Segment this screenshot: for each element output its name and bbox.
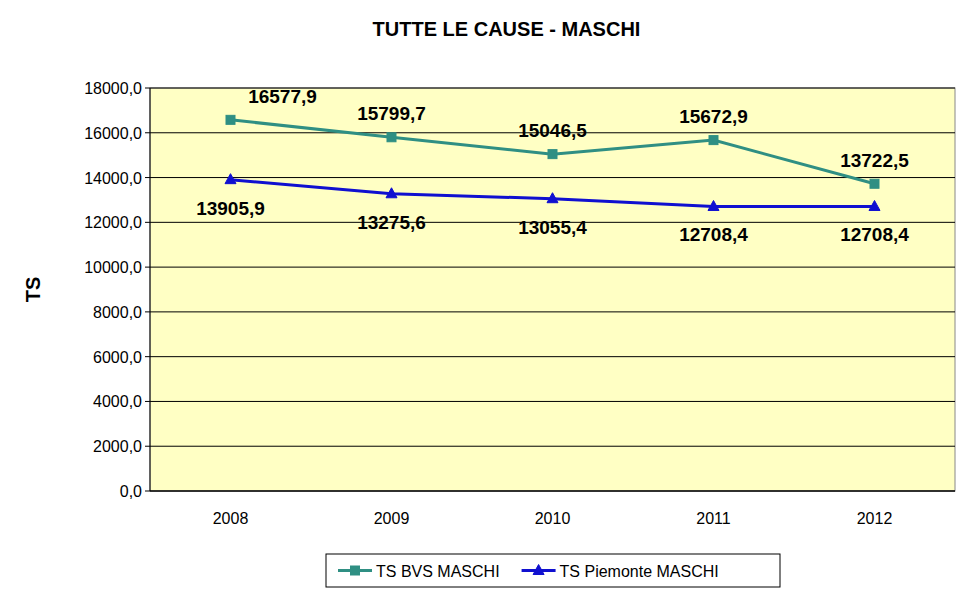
x-axis xyxy=(150,491,955,492)
y-tick-label: 18000,0 xyxy=(84,80,142,97)
series-line xyxy=(231,180,875,207)
y-tick-label: 4000,0 xyxy=(93,393,142,410)
y-tick xyxy=(145,491,150,492)
grid-line xyxy=(150,267,955,268)
y-tick-label: 6000,0 xyxy=(93,349,142,366)
y-tick xyxy=(145,311,150,312)
grid-line xyxy=(150,446,955,447)
y-tick xyxy=(145,88,150,89)
data-label: 13722,5 xyxy=(840,150,909,171)
data-label: 13905,9 xyxy=(196,198,265,219)
y-tick xyxy=(145,132,150,133)
data-point xyxy=(869,200,880,210)
y-tick-label: 10000,0 xyxy=(84,259,142,276)
data-label: 13275,6 xyxy=(357,212,426,233)
data-point xyxy=(709,136,718,145)
y-axis xyxy=(150,88,151,491)
series-group xyxy=(225,115,880,210)
grid-line xyxy=(150,311,955,312)
y-tick-label: 14000,0 xyxy=(84,170,142,187)
y-tick xyxy=(145,177,150,178)
grid-line xyxy=(150,177,955,178)
data-point xyxy=(387,133,396,142)
x-tick-label: 2012 xyxy=(857,510,893,527)
data-label: 15672,9 xyxy=(679,106,748,127)
y-tick-label: 0,0 xyxy=(120,483,142,500)
y-tick xyxy=(145,446,150,447)
chart: TUTTE LE CAUSE - MASCHI TS 0,0 2000,0 4000,0… xyxy=(0,0,967,590)
legend-label: TS Piemonte MASCHI xyxy=(560,563,719,580)
grid-line xyxy=(150,401,955,402)
legend-marker xyxy=(351,566,360,575)
data-point xyxy=(708,200,719,210)
data-label: 15799,7 xyxy=(357,103,426,124)
x-tick-label: 2011 xyxy=(696,510,731,527)
data-label: 15046,5 xyxy=(518,120,587,141)
y-tick xyxy=(145,401,150,402)
y-tick xyxy=(145,222,150,223)
grid-line xyxy=(150,491,955,492)
data-label: 12708,4 xyxy=(840,224,909,245)
plot-area xyxy=(150,88,955,491)
legend-marker xyxy=(533,565,544,575)
y-tick-label: 16000,0 xyxy=(84,125,142,142)
y-axis-label: TS xyxy=(22,277,44,303)
legend-label: TS BVS MASCHI xyxy=(376,563,500,580)
y-tick-label: 2000,0 xyxy=(93,438,142,455)
data-point xyxy=(386,188,397,198)
data-label: 13055,4 xyxy=(518,217,587,238)
data-point xyxy=(225,174,236,184)
data-point xyxy=(870,179,879,188)
y-tick-label: 12000,0 xyxy=(84,214,142,231)
x-tick-label: 2009 xyxy=(374,510,410,527)
series-line xyxy=(231,120,875,184)
data-point xyxy=(548,150,557,159)
data-point xyxy=(226,115,235,124)
y-tick xyxy=(145,356,150,357)
data-label: 16577,9 xyxy=(248,86,317,107)
data-point xyxy=(547,193,558,203)
grid-line xyxy=(150,356,955,357)
data-label: 12708,4 xyxy=(679,224,748,245)
y-tick xyxy=(145,267,150,268)
title: TUTTE LE CAUSE - MASCHI xyxy=(373,18,641,40)
y-tick-label: 8000,0 xyxy=(93,304,142,321)
x-tick-label: 2008 xyxy=(213,510,249,527)
x-tick-label: 2010 xyxy=(535,510,571,527)
legend xyxy=(326,554,780,587)
